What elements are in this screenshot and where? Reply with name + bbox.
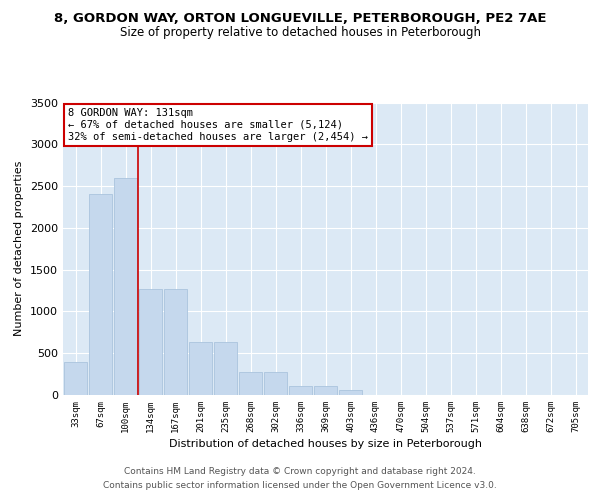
X-axis label: Distribution of detached houses by size in Peterborough: Distribution of detached houses by size … (169, 439, 482, 449)
Bar (164, 289, 187, 395)
Y-axis label: Number of detached properties: Number of detached properties (14, 161, 25, 336)
Bar (289, 386, 312, 395)
Bar (139, 289, 162, 395)
Text: Contains public sector information licensed under the Open Government Licence v3: Contains public sector information licen… (103, 481, 497, 490)
Bar (64, 362, 87, 395)
Bar (214, 342, 237, 395)
Bar (264, 372, 287, 395)
Text: Contains HM Land Registry data © Crown copyright and database right 2024.: Contains HM Land Registry data © Crown c… (124, 467, 476, 476)
Text: 8 GORDON WAY: 131sqm
← 67% of detached houses are smaller (5,124)
32% of semi-de: 8 GORDON WAY: 131sqm ← 67% of detached h… (68, 108, 368, 142)
Bar (89, 194, 112, 395)
Text: Size of property relative to detached houses in Peterborough: Size of property relative to detached ho… (119, 26, 481, 39)
Bar (239, 372, 262, 395)
Bar (114, 178, 137, 395)
Bar (314, 386, 337, 395)
Text: 8, GORDON WAY, ORTON LONGUEVILLE, PETERBOROUGH, PE2 7AE: 8, GORDON WAY, ORTON LONGUEVILLE, PETERB… (54, 12, 546, 26)
Bar (189, 342, 212, 395)
Bar (339, 390, 362, 395)
